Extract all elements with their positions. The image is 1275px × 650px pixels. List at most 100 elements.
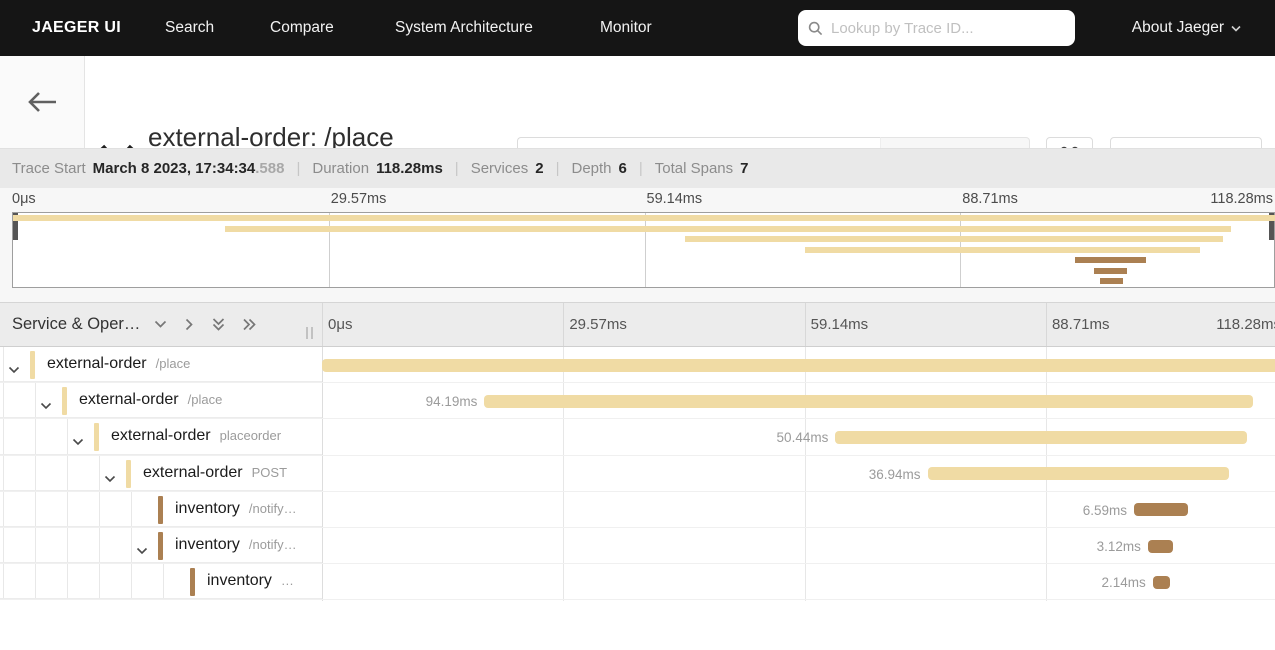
span-timeline-cell[interactable] — [322, 347, 1275, 382]
operation-name: … — [280, 573, 294, 589]
service-operation-header[interactable]: Service & Oper… — [0, 303, 322, 346]
about-jaeger-menu[interactable]: About Jaeger — [1132, 0, 1241, 56]
tree-indent-guide — [3, 383, 4, 418]
span-duration-bar[interactable] — [1152, 575, 1171, 589]
span-duration-bar[interactable] — [835, 430, 1247, 444]
tree-indent-guide — [99, 455, 100, 490]
minimap-gridline — [328, 213, 330, 287]
tree-indent-guide — [67, 564, 68, 599]
span-duration-bar[interactable] — [1147, 539, 1174, 553]
span-timeline-cell[interactable]: 3.12ms — [322, 528, 1275, 563]
span-duration-bar[interactable] — [484, 394, 1254, 408]
view-range-left-handle[interactable] — [13, 213, 18, 240]
minimap-span-bar — [225, 225, 1232, 232]
span-name-cell[interactable]: external-order/place — [0, 383, 322, 419]
minimap-span-bar — [805, 246, 1200, 253]
minimap-span-bar — [13, 215, 1275, 221]
span-timeline-cell[interactable]: 6.59ms — [322, 492, 1275, 527]
summary-value: 118.28ms — [376, 160, 443, 177]
span-row[interactable]: external-order POST 36.94ms — [0, 455, 1275, 492]
span-name-cell[interactable]: external-order placeorder — [0, 419, 322, 455]
span-row[interactable]: external-order placeorder 50.44ms — [0, 419, 1275, 456]
brand-link[interactable]: JAEGER UI — [32, 19, 121, 36]
span-timeline-cell[interactable]: 50.44ms — [322, 419, 1275, 454]
nav-link-search[interactable]: Search — [165, 19, 215, 36]
minimap-tick: 59.14ms — [646, 191, 703, 207]
header-column-separator — [563, 303, 565, 346]
span-name-cell[interactable]: inventory/notify… — [0, 528, 322, 564]
tree-indent-guide — [67, 528, 68, 563]
column-resize-handle[interactable] — [306, 327, 316, 339]
span-row[interactable]: inventory/notify… 3.12ms — [0, 528, 1275, 565]
tree-indent-guide — [3, 455, 4, 490]
tree-indent-guide — [35, 419, 36, 454]
nav-link-monitor[interactable]: Monitor — [600, 19, 652, 36]
operation-name: placeorder — [219, 428, 282, 444]
expand-collapse-chevron-icon[interactable] — [72, 433, 84, 451]
expand-all-icon[interactable] — [243, 318, 257, 331]
expand-collapse-chevron-icon[interactable] — [136, 542, 148, 560]
span-duration-bar[interactable] — [322, 358, 1275, 372]
span-name-cell[interactable]: external-order/place — [0, 347, 322, 383]
summary-separator: | — [555, 160, 560, 177]
span-timeline-cell[interactable]: 36.94ms — [322, 456, 1275, 491]
span-row[interactable]: external-order/place 94.19ms — [0, 383, 1275, 420]
span-duration-bar[interactable] — [1134, 503, 1188, 517]
tree-indent-guide — [3, 564, 4, 599]
span-name-cell[interactable]: external-order POST — [0, 455, 322, 491]
tree-indent-guide — [35, 455, 36, 490]
nav-link-system-architecture[interactable]: System Architecture — [395, 19, 533, 36]
span-row[interactable]: inventory/notify… 6.59ms — [0, 491, 1275, 528]
span-duration-bar[interactable] — [927, 467, 1230, 481]
summary-value: March 8 2023, 17:34:34 — [92, 160, 256, 177]
summary-separator: | — [296, 160, 301, 177]
summary-label: Depth — [571, 160, 612, 177]
tree-indent-guide — [131, 564, 132, 599]
summary-value-suffix: .588 — [255, 160, 285, 177]
collapse-all-icon[interactable] — [212, 318, 225, 331]
operation-name: /place — [187, 392, 223, 408]
header-column-separator — [322, 303, 323, 346]
chevron-down-icon — [1231, 25, 1241, 32]
span-row[interactable]: inventory… 2.14ms — [0, 564, 1275, 601]
span-name-cell[interactable]: inventory/notify… — [0, 491, 322, 527]
summary-value: 2 — [535, 160, 544, 177]
service-color-marker — [158, 495, 163, 524]
summary-label: Duration — [312, 160, 370, 177]
service-color-marker — [158, 532, 163, 560]
span-duration-label: 2.14ms — [1101, 575, 1146, 591]
minimap-tick: 88.71ms — [962, 191, 1018, 207]
header-tick: 0μs — [328, 316, 353, 333]
span-name-cell[interactable]: inventory… — [0, 564, 322, 600]
tree-indent-guide — [3, 419, 4, 454]
span-timeline-cell[interactable]: 2.14ms — [322, 564, 1275, 599]
back-arrow-icon — [28, 92, 56, 112]
back-button[interactable] — [0, 56, 85, 148]
collapse-one-icon[interactable] — [154, 320, 167, 329]
tree-indent-guide — [35, 564, 36, 599]
summary-separator: | — [454, 160, 459, 177]
view-range-right-handle[interactable] — [1269, 213, 1274, 240]
trace-id-input[interactable] — [831, 19, 1065, 37]
tree-indent-guide — [131, 528, 132, 563]
expand-collapse-chevron-icon[interactable] — [8, 361, 20, 379]
header-tick: 118.28ms — [1216, 316, 1275, 333]
nav-link-compare[interactable]: Compare — [270, 19, 334, 36]
service-name: inventory/notify… — [175, 536, 297, 553]
header-tick: 59.14ms — [810, 316, 869, 333]
service-operation-label: Service & Oper… — [12, 315, 141, 333]
header-tick: 29.57ms — [569, 316, 627, 333]
span-duration-label: 50.44ms — [776, 430, 829, 446]
minimap-canvas[interactable] — [12, 212, 1275, 288]
operation-name: /notify… — [248, 500, 297, 516]
span-duration-label: 3.12ms — [1096, 539, 1141, 554]
span-row[interactable]: external-order/place — [0, 347, 1275, 384]
minimap-span-bar — [1100, 278, 1123, 284]
expand-one-icon[interactable] — [185, 318, 194, 331]
span-duration-label: 36.94ms — [868, 466, 921, 482]
expand-collapse-chevron-icon[interactable] — [104, 470, 116, 488]
span-timeline-cell[interactable]: 94.19ms — [322, 383, 1275, 418]
expand-collapse-chevron-icon[interactable] — [40, 397, 52, 415]
span-duration-label: 6.59ms — [1082, 502, 1128, 518]
tree-indent-guide — [3, 528, 4, 563]
